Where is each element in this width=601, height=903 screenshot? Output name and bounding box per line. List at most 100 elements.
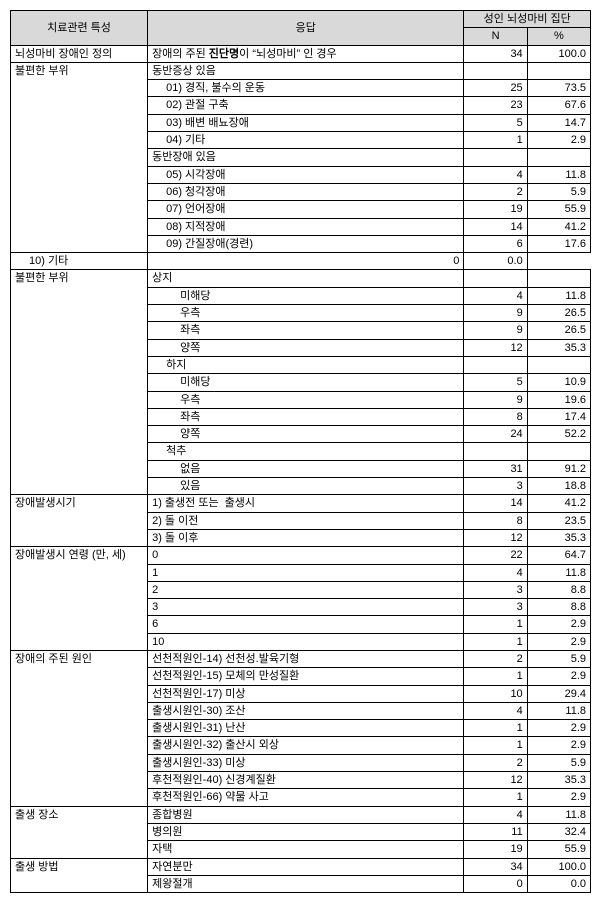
pct-cell: 2.9 bbox=[527, 633, 590, 650]
n-cell: 1 bbox=[464, 720, 527, 737]
pct-cell: 11.8 bbox=[527, 287, 590, 304]
n-cell: 3 bbox=[464, 599, 527, 616]
pct-cell: 2.9 bbox=[527, 616, 590, 633]
n-cell bbox=[464, 270, 527, 287]
pct-cell: 35.3 bbox=[527, 529, 590, 546]
response-cell: 하지 bbox=[148, 356, 464, 373]
pct-cell: 17.4 bbox=[527, 408, 590, 425]
table-row: 10) 기타00.0 bbox=[11, 253, 591, 270]
pct-cell bbox=[527, 62, 590, 79]
pct-cell bbox=[527, 356, 590, 373]
pct-cell: 23.5 bbox=[527, 512, 590, 529]
n-cell: 2 bbox=[464, 754, 527, 771]
pct-cell: 35.3 bbox=[527, 339, 590, 356]
pct-cell: 10.9 bbox=[527, 374, 590, 391]
pct-cell: 11.8 bbox=[527, 702, 590, 719]
header-n: N bbox=[464, 28, 527, 45]
pct-cell bbox=[527, 149, 590, 166]
pct-cell: 8.8 bbox=[527, 599, 590, 616]
response-cell: 선천적원인-14) 선천성.발육기형 bbox=[148, 650, 464, 667]
n-cell: 9 bbox=[464, 322, 527, 339]
pct-cell: 11.8 bbox=[527, 166, 590, 183]
response-cell: 자택 bbox=[148, 841, 464, 858]
pct-cell: 32.4 bbox=[527, 823, 590, 840]
response-cell: 우측 bbox=[148, 305, 464, 322]
n-cell: 23 bbox=[464, 97, 527, 114]
header-group: 성인 뇌성마비 집단 bbox=[464, 11, 591, 28]
category-cell: 장애발생시 연령 (만, 세) bbox=[11, 547, 148, 651]
category-cell: 출생 방법 bbox=[11, 858, 148, 893]
response-cell: 3) 돌 이후 bbox=[148, 529, 464, 546]
table-row: 장애발생시기1) 출생전 또는 출생시1441.2 bbox=[11, 495, 591, 512]
pct-cell: 19.6 bbox=[527, 391, 590, 408]
pct-cell: 100.0 bbox=[527, 45, 590, 62]
data-table: 치료관련 특성 응답 성인 뇌성마비 집단 N % 뇌성마비 장애인 정의장애의… bbox=[10, 10, 591, 893]
category-cell: 불편한 부위 bbox=[11, 62, 148, 252]
pct-cell: 67.6 bbox=[527, 97, 590, 114]
response-cell: 동반증상 있음 bbox=[148, 62, 464, 79]
response-cell: 06) 청각장애 bbox=[148, 183, 464, 200]
response-cell: 0 bbox=[148, 547, 464, 564]
response-cell: 출생시원인-31) 난산 bbox=[148, 720, 464, 737]
header-pct: % bbox=[527, 28, 590, 45]
table-row: 출생 방법자연분만34100.0 bbox=[11, 858, 591, 875]
n-cell: 3 bbox=[464, 478, 527, 495]
pct-cell: 26.5 bbox=[527, 322, 590, 339]
response-cell: 선천적원인-17) 미상 bbox=[148, 685, 464, 702]
pct-cell: 41.2 bbox=[527, 495, 590, 512]
pct-cell: 52.2 bbox=[527, 426, 590, 443]
response-cell: 1 bbox=[148, 564, 464, 581]
response-cell: 동반장애 있음 bbox=[148, 149, 464, 166]
category-cell: 출생 장소 bbox=[11, 806, 148, 858]
n-cell: 25 bbox=[464, 80, 527, 97]
response-cell: 02) 관절 구축 bbox=[148, 97, 464, 114]
n-cell: 34 bbox=[464, 45, 527, 62]
response-cell: 종합병원 bbox=[148, 806, 464, 823]
response-cell: 10) 기타 bbox=[11, 253, 148, 270]
n-cell: 0 bbox=[148, 253, 464, 270]
response-cell: 후천적원인-66) 약물 사고 bbox=[148, 789, 464, 806]
pct-cell: 64.7 bbox=[527, 547, 590, 564]
n-cell: 34 bbox=[464, 858, 527, 875]
response-cell: 우측 bbox=[148, 391, 464, 408]
table-row: 뇌성마비 장애인 정의장애의 주된 진단명이 “뇌성마비” 인 경우34100.… bbox=[11, 45, 591, 62]
response-cell: 자연분만 bbox=[148, 858, 464, 875]
response-cell: 양쪽 bbox=[148, 426, 464, 443]
pct-cell: 0.0 bbox=[527, 875, 590, 892]
n-cell: 4 bbox=[464, 702, 527, 719]
n-cell: 4 bbox=[464, 564, 527, 581]
response-cell: 05) 시각장애 bbox=[148, 166, 464, 183]
n-cell: 6 bbox=[464, 235, 527, 252]
pct-cell: 17.6 bbox=[527, 235, 590, 252]
response-cell: 좌측 bbox=[148, 408, 464, 425]
pct-cell: 41.2 bbox=[527, 218, 590, 235]
response-cell: 07) 언어장애 bbox=[148, 201, 464, 218]
response-cell: 후천적원인-40) 신경계질환 bbox=[148, 772, 464, 789]
n-cell: 1 bbox=[464, 737, 527, 754]
table-row: 불편한 부위동반증상 있음 bbox=[11, 62, 591, 79]
pct-cell: 5.9 bbox=[527, 650, 590, 667]
n-cell: 10 bbox=[464, 685, 527, 702]
n-cell: 4 bbox=[464, 166, 527, 183]
n-cell: 0 bbox=[464, 875, 527, 892]
response-cell: 3 bbox=[148, 599, 464, 616]
n-cell: 19 bbox=[464, 201, 527, 218]
table-row: 불편한 부위상지 bbox=[11, 270, 591, 287]
n-cell: 1 bbox=[464, 668, 527, 685]
n-cell bbox=[464, 149, 527, 166]
pct-cell: 2.9 bbox=[527, 789, 590, 806]
pct-cell: 18.8 bbox=[527, 478, 590, 495]
pct-cell: 91.2 bbox=[527, 460, 590, 477]
response-cell: 출생시원인-33) 미상 bbox=[148, 754, 464, 771]
pct-cell: 2.9 bbox=[527, 720, 590, 737]
n-cell: 24 bbox=[464, 426, 527, 443]
pct-cell: 26.5 bbox=[527, 305, 590, 322]
table-row: 출생 장소종합병원411.8 bbox=[11, 806, 591, 823]
response-cell: 상지 bbox=[148, 270, 464, 287]
response-cell: 2 bbox=[148, 581, 464, 598]
pct-cell: 29.4 bbox=[527, 685, 590, 702]
response-cell: 6 bbox=[148, 616, 464, 633]
table-row: 장애의 주된 원인선천적원인-14) 선천성.발육기형25.9 bbox=[11, 650, 591, 667]
n-cell: 5 bbox=[464, 114, 527, 131]
response-cell: 1) 출생전 또는 출생시 bbox=[148, 495, 464, 512]
